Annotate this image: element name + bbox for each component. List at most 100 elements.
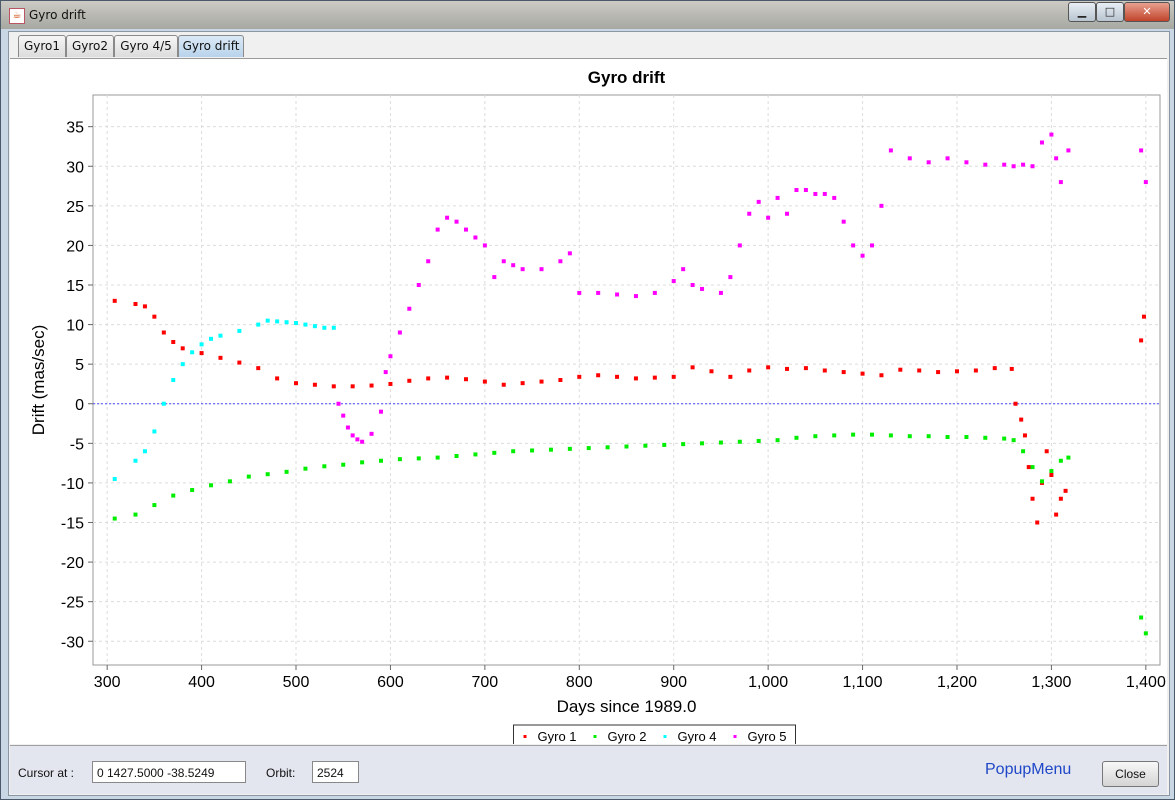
data-point (1011, 438, 1016, 443)
title-bar[interactable]: ☕ Gyro drift ▁ □ ✕ (1, 1, 1174, 29)
data-point (983, 162, 988, 167)
data-point (171, 340, 176, 344)
data-point (416, 283, 421, 287)
data-point (171, 493, 176, 498)
data-point (218, 355, 223, 360)
data-point (237, 360, 242, 365)
data-point (1039, 479, 1044, 484)
data-point (558, 378, 563, 382)
java-app-icon: ☕ (9, 8, 25, 24)
data-point (369, 383, 374, 388)
x-tick-label: 1,300 (1031, 674, 1071, 691)
data-point (596, 373, 601, 378)
data-point (558, 259, 563, 264)
data-point (445, 375, 450, 380)
data-point (416, 456, 421, 461)
data-point (813, 191, 818, 196)
close-window-button[interactable]: ✕ (1124, 2, 1170, 22)
data-point (907, 434, 912, 439)
data-point (879, 203, 884, 208)
legend-marker (663, 735, 667, 738)
data-point (407, 378, 412, 383)
y-tick-label: 25 (66, 199, 84, 216)
data-point (898, 367, 903, 372)
minimize-button[interactable]: ▁ (1068, 2, 1096, 22)
data-point (350, 384, 355, 389)
data-point (1139, 148, 1144, 153)
maximize-button[interactable]: □ (1096, 2, 1124, 22)
data-point (567, 446, 572, 451)
data-point (492, 275, 497, 280)
data-point (870, 243, 875, 248)
data-point (454, 454, 459, 458)
chart-panel[interactable]: Gyro drift 300 400 500 600 700 800 900 1,000 1,10… (10, 58, 1167, 744)
data-point (718, 290, 723, 295)
x-tick-label: 1,200 (937, 674, 977, 691)
data-point (256, 322, 261, 327)
x-tick-label: 500 (283, 674, 310, 691)
data-point (747, 368, 752, 373)
y-tick-label: -30 (61, 634, 84, 651)
data-point (539, 379, 544, 384)
orbit-field[interactable]: 2524 (312, 761, 359, 783)
tab-gyro-4-5[interactable]: Gyro 4/5 (114, 35, 178, 57)
data-point (284, 469, 289, 474)
data-point (841, 219, 846, 224)
y-tick-label: -25 (61, 595, 84, 612)
data-point (1030, 465, 1035, 470)
data-point (1030, 496, 1035, 501)
tab-gyro-drift[interactable]: Gyro drift (178, 35, 244, 57)
data-point (728, 374, 733, 379)
data-point (803, 366, 808, 371)
close-button[interactable]: Close (1102, 761, 1159, 787)
data-point (284, 320, 289, 325)
data-point (383, 370, 388, 375)
data-point (907, 156, 912, 161)
data-point (426, 376, 431, 381)
data-point (1054, 156, 1059, 161)
cursor-position-field[interactable]: 0 1427.5000 -38.5249 (92, 761, 246, 783)
data-point (388, 354, 393, 359)
data-point (690, 283, 695, 287)
data-point (152, 503, 157, 508)
data-point (756, 438, 761, 443)
data-point (737, 439, 742, 444)
data-point (662, 442, 667, 447)
data-point (813, 434, 818, 439)
data-point (1021, 162, 1026, 167)
data-point (624, 444, 629, 449)
data-point (482, 243, 487, 248)
tab-gyro2[interactable]: Gyro2 (66, 35, 114, 57)
data-point (577, 290, 582, 295)
data-point (331, 384, 336, 389)
data-point (1030, 164, 1035, 169)
data-point (133, 302, 138, 306)
data-point (737, 243, 742, 248)
data-point (112, 476, 117, 481)
data-point (671, 279, 676, 284)
data-point (709, 369, 714, 374)
data-point (615, 374, 620, 379)
data-point (633, 376, 638, 381)
data-point (171, 378, 176, 382)
popup-menu-link[interactable]: PopupMenu (985, 761, 1072, 778)
tab-gyro1[interactable]: Gyro1 (18, 35, 66, 57)
data-point (681, 267, 686, 272)
data-point (511, 449, 516, 454)
data-point (463, 227, 468, 232)
data-point (851, 432, 856, 437)
y-tick-label: 15 (66, 278, 84, 295)
data-point (586, 446, 591, 451)
series-gyro-5 (336, 132, 1148, 444)
data-point (1044, 449, 1049, 454)
data-point (303, 466, 308, 471)
data-point (1058, 496, 1063, 501)
data-point (652, 290, 657, 295)
data-point (700, 286, 705, 291)
data-point (378, 409, 383, 414)
data-point (350, 433, 355, 438)
data-point (227, 479, 232, 484)
status-bar: Cursor at : 0 1427.5000 -38.5249 Orbit: … (10, 745, 1167, 794)
data-point (482, 379, 487, 384)
